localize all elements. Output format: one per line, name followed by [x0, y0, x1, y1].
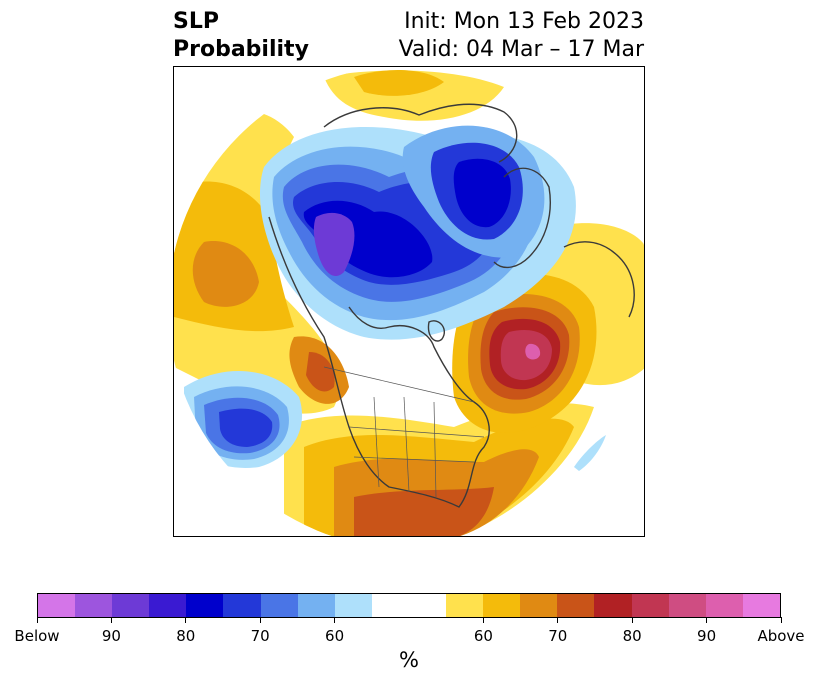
colorbar-tick-label: 60 — [325, 627, 345, 645]
title-line-2: Probability — [173, 37, 309, 62]
below-85-arctic — [313, 212, 355, 277]
colorbar-swatch — [38, 594, 76, 617]
colorbar-tick — [482, 617, 484, 623]
colorbar-swatch — [408, 594, 447, 617]
colorbar-swatch — [705, 594, 743, 617]
colorbar — [37, 593, 781, 618]
above-90-atlantic — [525, 343, 541, 360]
colorbar-swatch — [260, 594, 298, 617]
colorbar-tick — [631, 617, 633, 623]
above-75-westcoast — [306, 352, 335, 392]
colorbar-swatch — [297, 594, 335, 617]
valid-range: Valid: 04 Mar – 17 Mar — [398, 37, 644, 62]
above-65-north — [354, 70, 444, 96]
colorbar-swatch — [631, 594, 669, 617]
colorbar-tick — [259, 617, 261, 623]
colorbar-tick — [557, 617, 559, 623]
map-dates: Init: Mon 13 Feb 2023 Valid: 04 Mar – 17… — [399, 8, 644, 64]
colorbar-tick — [706, 617, 708, 623]
political-borders — [323, 366, 485, 498]
colorbar-tick-label: 90 — [101, 627, 121, 645]
above-70-region — [192, 241, 259, 307]
colorbar-swatch — [446, 594, 484, 617]
colorbar-swatch — [371, 594, 409, 617]
title-line-1: SLP — [173, 9, 219, 34]
colorbar-tick-label: 70 — [250, 627, 270, 645]
below-80-siberia — [453, 158, 511, 228]
colorbar-tick — [36, 617, 38, 623]
colorbar-tick-label: 80 — [622, 627, 642, 645]
colorbar-swatch — [483, 594, 521, 617]
colorbar-swatch — [557, 594, 595, 617]
colorbar-swatch — [149, 594, 187, 617]
below-75-pacific — [219, 408, 273, 447]
colorbar-tick-label: 80 — [176, 627, 196, 645]
colorbar-tick — [334, 617, 336, 623]
colorbar-tick-label: 90 — [697, 627, 717, 645]
coastlines — [268, 103, 635, 508]
below-60-atlantic-streak — [574, 435, 606, 471]
probability-map — [174, 70, 644, 536]
colorbar-units: % — [399, 648, 419, 672]
map-panel — [173, 66, 645, 537]
colorbar-tick-label: Below — [14, 627, 60, 645]
init-date: Init: Mon 13 Feb 2023 — [404, 9, 644, 34]
colorbar-swatch — [334, 594, 372, 617]
above-75-south — [354, 487, 494, 536]
colorbar-tick — [110, 617, 112, 623]
colorbar-tick — [185, 617, 187, 623]
colorbar-swatch — [223, 594, 261, 617]
colorbar-tick-label: Above — [757, 627, 805, 645]
colorbar-swatch — [186, 594, 224, 617]
map-title: SLP Probability — [173, 8, 309, 64]
colorbar-tick-label: 60 — [473, 627, 493, 645]
colorbar-tick-label: 70 — [548, 627, 568, 645]
colorbar-swatch — [520, 594, 558, 617]
colorbar-swatch — [742, 594, 780, 617]
colorbar-swatch — [112, 594, 150, 617]
colorbar-swatch — [594, 594, 632, 617]
colorbar-tick — [780, 617, 782, 623]
colorbar-swatch — [668, 594, 706, 617]
colorbar-swatch — [75, 594, 113, 617]
